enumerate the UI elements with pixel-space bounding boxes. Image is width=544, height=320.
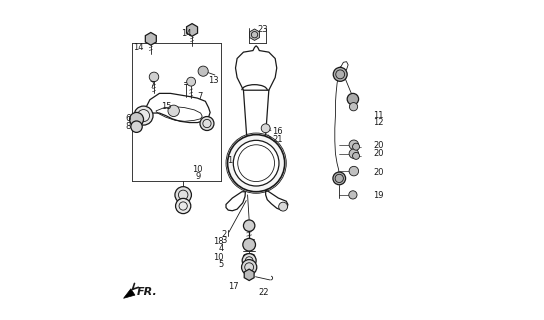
Text: 19: 19 [374, 191, 384, 200]
Circle shape [353, 152, 360, 159]
Circle shape [349, 149, 358, 158]
Text: 21: 21 [272, 135, 282, 144]
Circle shape [349, 166, 358, 176]
Text: 20: 20 [374, 140, 384, 149]
Text: 2: 2 [222, 230, 227, 239]
Text: 6: 6 [126, 114, 131, 123]
Circle shape [243, 238, 256, 251]
Text: 14: 14 [181, 28, 191, 38]
Circle shape [233, 140, 279, 186]
Text: 20: 20 [374, 168, 384, 177]
Circle shape [347, 93, 358, 105]
Text: 4: 4 [219, 244, 224, 253]
Circle shape [200, 116, 214, 131]
Text: 9: 9 [195, 172, 201, 181]
Circle shape [242, 260, 257, 275]
Polygon shape [123, 289, 135, 298]
Text: 3: 3 [221, 236, 227, 245]
Circle shape [129, 112, 144, 126]
Text: 11: 11 [374, 111, 384, 120]
Circle shape [198, 66, 208, 76]
Circle shape [349, 103, 357, 111]
Text: 17: 17 [228, 282, 239, 292]
Circle shape [333, 172, 345, 185]
Text: 23: 23 [258, 25, 268, 35]
Circle shape [261, 124, 270, 133]
Text: 14: 14 [133, 43, 144, 52]
Polygon shape [145, 32, 156, 45]
Text: 5: 5 [219, 260, 224, 269]
Polygon shape [187, 24, 197, 36]
Text: 20: 20 [374, 149, 384, 158]
Text: 12: 12 [374, 118, 384, 127]
Text: 13: 13 [208, 76, 219, 85]
Text: 18: 18 [213, 237, 224, 246]
Circle shape [187, 77, 195, 86]
Text: 8: 8 [126, 122, 131, 131]
Text: 10: 10 [192, 165, 202, 174]
Circle shape [279, 202, 288, 211]
Text: 15: 15 [162, 101, 172, 111]
Circle shape [175, 187, 191, 203]
Circle shape [349, 191, 357, 199]
Text: 7: 7 [197, 92, 203, 101]
Circle shape [227, 135, 285, 192]
Circle shape [242, 253, 256, 268]
Text: 16: 16 [272, 127, 283, 136]
Text: 10: 10 [213, 252, 224, 261]
Circle shape [149, 72, 159, 82]
Circle shape [176, 198, 191, 214]
Circle shape [134, 106, 153, 125]
Circle shape [131, 121, 143, 132]
Circle shape [353, 143, 360, 150]
Text: 22: 22 [258, 288, 269, 297]
Circle shape [168, 105, 180, 116]
Text: FR.: FR. [137, 287, 158, 297]
Polygon shape [244, 269, 254, 281]
Circle shape [333, 68, 347, 81]
Text: 1: 1 [227, 156, 232, 164]
Polygon shape [250, 29, 259, 40]
Text: 7: 7 [149, 81, 154, 90]
Circle shape [244, 220, 255, 231]
Circle shape [349, 140, 358, 149]
